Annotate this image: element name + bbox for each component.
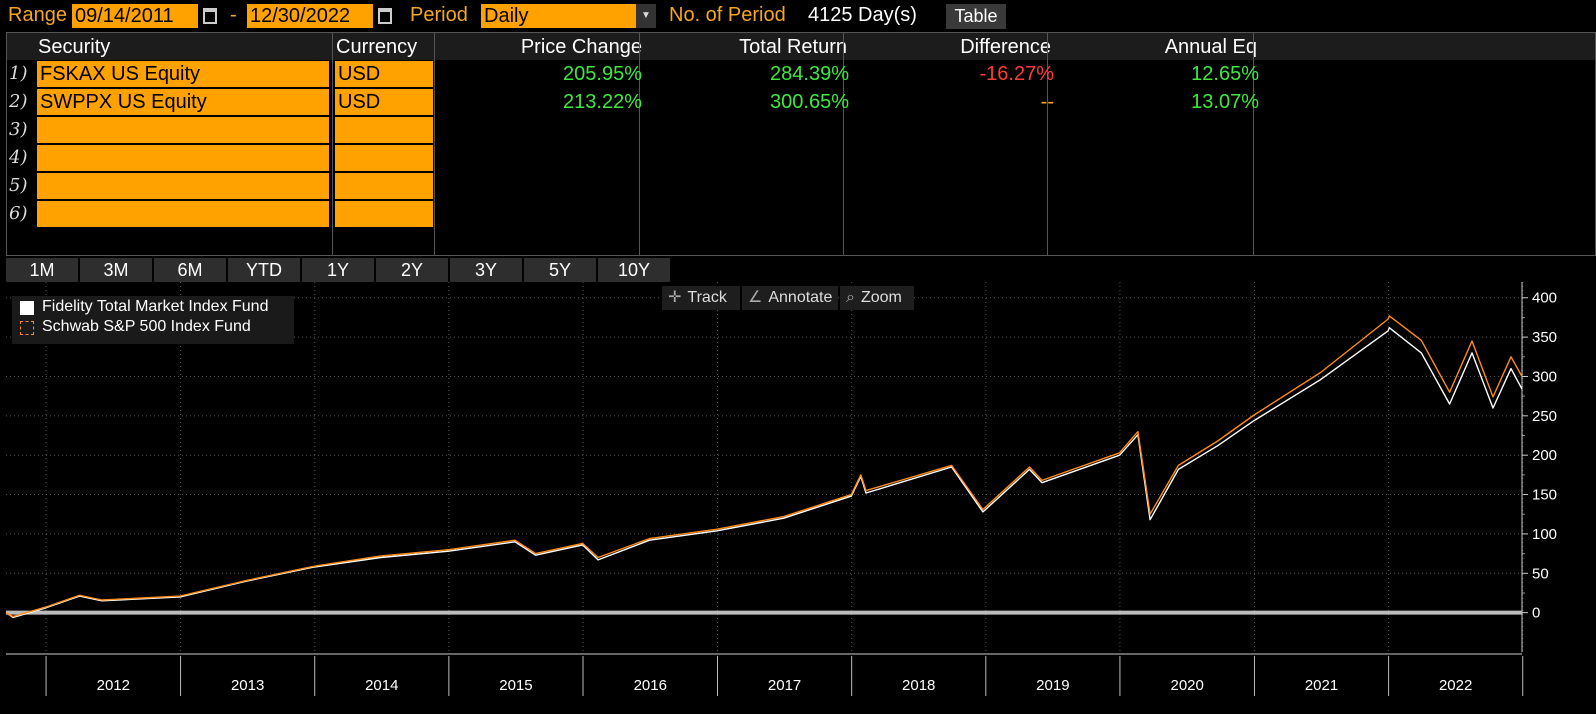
zoom-button[interactable]: ⌕ Zoom [840,286,914,310]
total-return-value: 284.39% [770,63,849,85]
security-field[interactable] [37,201,329,227]
annotate-label: Annotate [768,289,833,306]
series-line-schwab[interactable] [5,315,1523,618]
x-tick-label: 2012 [97,677,130,694]
securities-table: Security Currency Price Change Total Ret… [6,32,1596,256]
y-tick-label: 50 [1532,565,1549,582]
y-tick-label: 300 [1532,368,1557,385]
header-price-change[interactable]: Price Change [520,36,642,58]
price-change-value: 205.95% [563,63,642,85]
x-tick-label: 2015 [499,677,532,694]
row-number: 3) [9,119,28,140]
y-tick-label: 350 [1532,329,1557,346]
range-label: Range [8,4,67,26]
difference-value: -16.27% [979,63,1055,85]
y-tick-label: 200 [1532,447,1557,464]
x-tick-label: 2014 [365,677,398,694]
row-number: 5) [9,175,28,196]
period-button-1y[interactable]: 1Y [302,258,374,282]
table-button[interactable]: Table [946,4,1006,29]
annual-eq-value: 12.65% [1191,63,1259,85]
y-tick-label: 100 [1532,526,1557,543]
header-annual-eq[interactable]: Annual Eq [1164,36,1257,58]
y-tick-label: 250 [1532,408,1557,425]
legend-swatch [20,321,34,335]
num-period-label: No. of Period [669,4,786,26]
y-tick-label: 400 [1532,290,1557,307]
header-difference[interactable]: Difference [960,36,1051,58]
track-label: Track [687,289,727,306]
start-date-field[interactable]: 09/14/2011 [72,4,198,28]
x-tick-label: 2021 [1305,677,1338,694]
zoom-label: Zoom [860,289,902,306]
period-select[interactable]: Daily [481,4,636,28]
x-tick-label: 2019 [1036,677,1069,694]
currency-field[interactable] [335,173,433,199]
toolbar: Range 09/14/2011 - 12/30/2022 Period Dai… [0,0,1596,31]
pencil-icon: ∠ [748,289,763,306]
period-button-6m[interactable]: 6M [154,258,226,282]
x-tick-label: 2017 [768,677,801,694]
x-tick-label: 2020 [1171,677,1204,694]
header-currency[interactable]: Currency [336,36,418,58]
currency-field[interactable] [335,117,433,143]
calendar-icon[interactable] [378,8,392,24]
num-period-value: 4125 Day(s) [808,4,917,26]
difference-value: -- [1040,91,1054,113]
x-tick-label: 2022 [1439,677,1472,694]
annotate-button[interactable]: ∠ Annotate [742,286,838,310]
x-tick-label: 2018 [902,677,935,694]
legend-swatch [20,301,34,315]
security-field[interactable]: SWPPX US Equity [37,89,329,115]
currency-field[interactable]: USD [335,89,433,115]
security-field[interactable]: FSKAX US Equity [37,61,329,87]
period-button-3y[interactable]: 3Y [450,258,522,282]
chevron-down-icon[interactable]: ▼ [636,4,656,28]
period-button-10y[interactable]: 10Y [598,258,670,282]
total-return-value: 300.65% [770,91,849,113]
header-total-return[interactable]: Total Return [739,36,847,58]
annual-eq-value: 13.07% [1191,91,1259,113]
period-button-1m[interactable]: 1M [6,258,78,282]
table-header: Security Currency Price Change Total Ret… [7,33,1595,60]
y-tick-label: 0 [1532,605,1540,622]
security-field[interactable] [37,117,329,143]
header-security[interactable]: Security [38,36,111,58]
legend-label: Fidelity Total Market Index Fund [42,298,269,315]
end-date-field[interactable]: 12/30/2022 [247,4,373,28]
line-chart[interactable]: 0 50 100 150 200 250 300 350 400 2012 2013 2014 2015… [0,282,1596,714]
x-tick-label: 2016 [634,677,667,694]
period-button-2y[interactable]: 2Y [376,258,448,282]
legend-label: Schwab S&P 500 Index Fund [42,318,251,335]
track-button[interactable]: ✛ Track [662,286,740,310]
calendar-icon[interactable] [203,8,217,24]
crosshair-icon: ✛ [668,289,682,306]
security-field[interactable] [37,173,329,199]
row-number: 2) [9,91,28,112]
currency-field[interactable] [335,145,433,171]
period-label: Period [410,4,468,26]
series-line-fidelity[interactable] [5,327,1523,619]
range-dash: - [230,4,237,26]
currency-field[interactable] [335,201,433,227]
price-change-value: 213.22% [563,91,642,113]
row-number: 1) [9,63,28,84]
magnifier-icon: ⌕ [846,289,855,306]
chart-legend: Fidelity Total Market Index Fund Schwab … [12,296,294,344]
row-number: 6) [9,203,28,224]
security-field[interactable] [37,145,329,171]
period-button-ytd[interactable]: YTD [228,258,300,282]
currency-field[interactable]: USD [335,61,433,87]
row-number: 4) [9,147,28,168]
period-button-3m[interactable]: 3M [80,258,152,282]
x-tick-label: 2013 [231,677,264,694]
period-button-5y[interactable]: 5Y [524,258,596,282]
y-tick-label: 150 [1532,487,1557,504]
